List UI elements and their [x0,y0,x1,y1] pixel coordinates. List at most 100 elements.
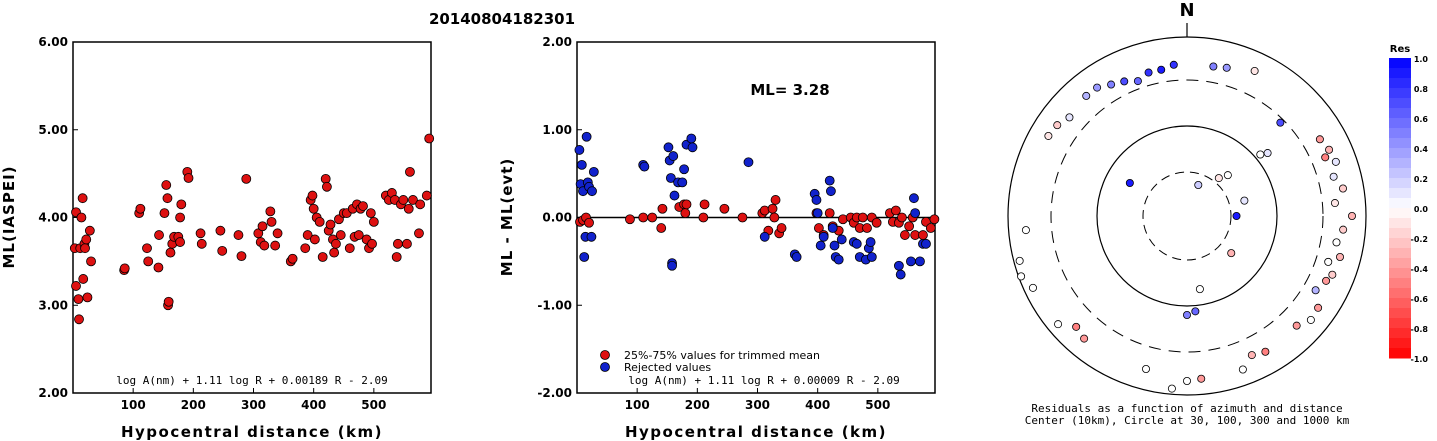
x-tick-label: 200 [685,398,710,412]
data-point [584,217,594,228]
data-point [415,199,426,210]
residual-point [1197,374,1206,383]
data-point [257,221,268,232]
x-tick-label: 100 [625,398,650,412]
residual-point [1054,320,1063,329]
data-point [402,238,412,249]
colorbar-cell [1389,328,1411,339]
data-point [576,159,587,170]
ring-300km [1050,79,1324,353]
y-tick-label: 3.00 [38,298,68,312]
data-point [175,237,185,247]
residual-point [1017,272,1026,281]
data-point [812,208,823,219]
data-point [829,240,840,251]
colorbar-cell [1389,158,1411,169]
colorbar-cell [1389,218,1411,229]
data-point [893,260,904,271]
residual-point [1331,157,1340,166]
residual-colorbar: Res 1.0 0.8 0.6 0.4 0.2 0.0 -0.2 -0.4 -0.6 -0.8 -1… [1389,44,1428,364]
data-point [815,240,826,251]
data-point [668,151,679,161]
data-point [163,296,174,307]
residual-point [1053,121,1062,130]
residual-point [1044,131,1053,140]
data-point [183,173,194,183]
data-point [86,256,96,267]
data-point [680,208,691,219]
residual-point [1194,180,1203,189]
data-point [175,212,185,223]
data-point [393,238,403,249]
data-point [265,206,276,217]
data-point [317,252,328,262]
data-point [217,245,228,256]
data-point [142,243,152,254]
data-point [921,238,931,249]
data-point [76,212,87,223]
data-point [857,212,868,223]
residual-point [1144,68,1153,77]
data-point [588,166,599,177]
data-point [358,201,368,211]
data-point [325,219,336,230]
residual-point [1263,149,1272,158]
colorbar-cell [1389,128,1411,139]
data-point [826,186,836,197]
colorbar-tick-label: 1.0 [1414,55,1429,64]
residual-point [1120,77,1129,86]
residual-point [1306,315,1315,324]
colorbar-cell [1389,238,1411,249]
data-point [574,145,585,155]
data-point [679,164,689,175]
data-point [824,208,835,219]
y-tick-label: 6.00 [38,35,68,49]
residual-point [1065,113,1074,122]
data-point [897,212,907,223]
data-point [154,230,164,240]
data-point [236,251,247,262]
y-tick-label: 4.00 [38,211,68,225]
data-point [424,133,435,144]
data-point [162,193,173,204]
data-point [253,228,264,239]
residual-point [1169,60,1178,69]
data-point [699,199,710,210]
colorbar-tick-label: 0.6 [1414,115,1429,124]
residual-point [1191,307,1200,316]
colorbar-tick-label: 0.0 [1414,205,1429,214]
data-point [915,256,925,267]
data-point [266,216,277,227]
colorbar-cell [1389,228,1411,239]
data-point [153,262,164,273]
colorbar-cell [1389,188,1411,199]
residual-point [1227,249,1236,258]
y-axis-label: ML - ML(evt) [498,158,516,276]
data-point [159,208,170,219]
residual-point [1080,334,1089,343]
residual-point [1324,257,1333,266]
data-point [408,195,418,205]
data-point [270,240,281,251]
residual-point [1332,238,1341,247]
data-point [818,231,829,242]
data-point [625,214,635,225]
data-point [365,208,376,219]
data-point [272,228,283,239]
data-point [737,212,748,223]
data-point [287,253,298,264]
data-point [918,230,928,240]
ml-value-annotation: ML= 3.28 [750,81,829,99]
data-point [663,142,674,153]
colorbar-cell [1389,118,1411,129]
y-tick-label: 1.00 [542,123,572,137]
data-point [73,294,84,305]
x-tick-label: 300 [241,398,266,412]
colorbar-cell [1389,338,1411,349]
residual-point [1261,347,1270,356]
residual-point [1125,178,1134,187]
residual-point [1167,384,1176,393]
colorbar-cell [1389,258,1411,269]
data-point [851,238,862,249]
data-point [687,142,698,153]
